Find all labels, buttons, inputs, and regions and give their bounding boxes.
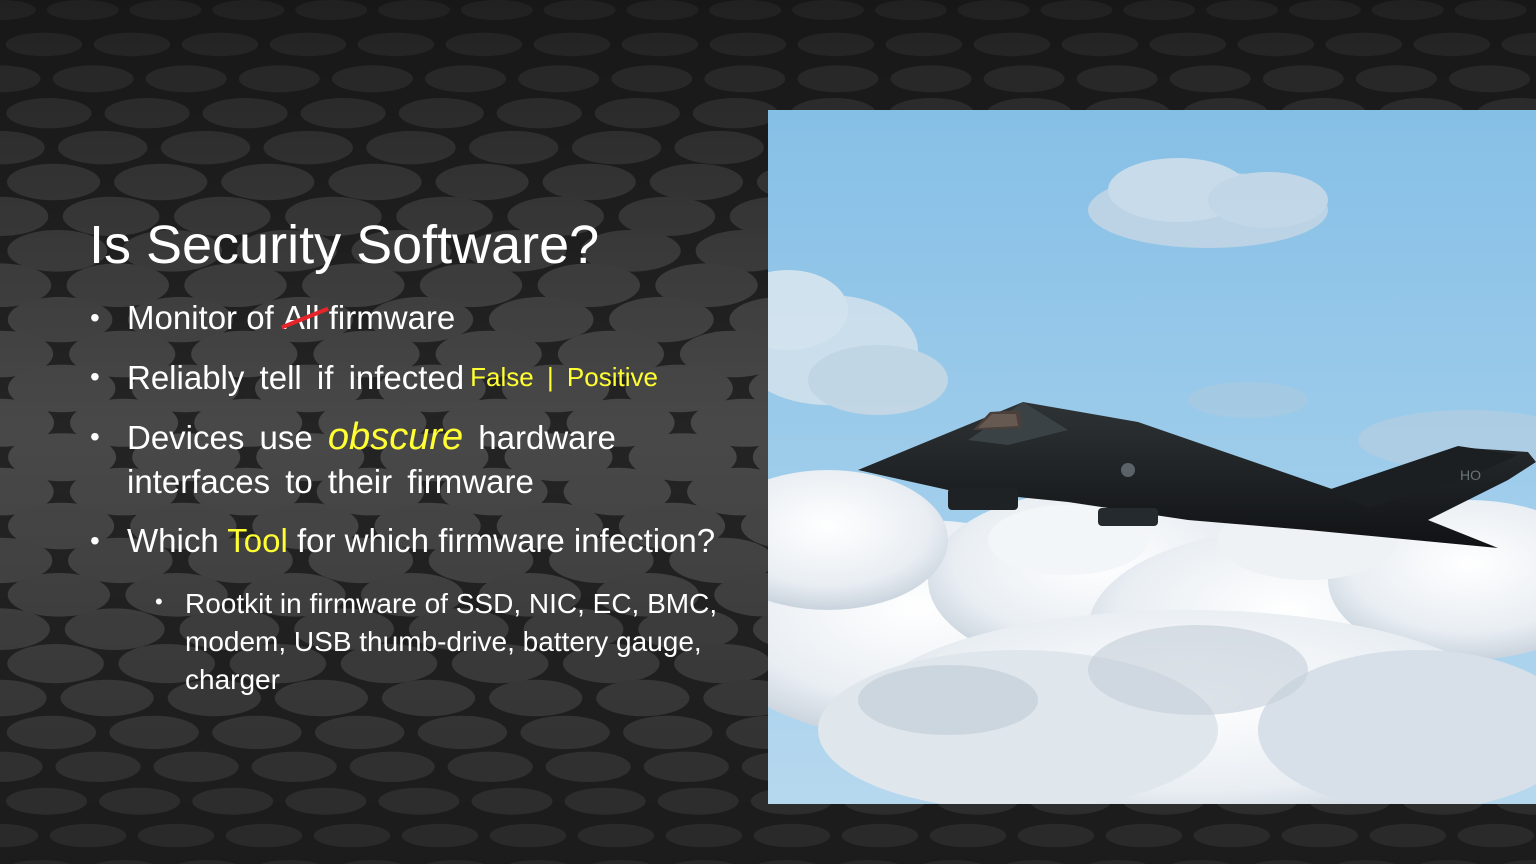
highlight-word: Tool: [227, 522, 288, 559]
bullet-text-end: hardware interfaces to their firmware: [127, 419, 616, 500]
bullet-list: • Monitor of All firmware • Reliably tel…: [89, 296, 729, 714]
aircraft-illustration: HO: [768, 110, 1536, 804]
sub-bullet-list: • Rootkit in firmware of SSD, NIC, EC, B…: [127, 585, 729, 699]
struck-word: All: [280, 296, 329, 340]
bullet-dot: •: [90, 525, 100, 556]
bullet-item: • Monitor of All firmware: [89, 296, 729, 340]
emphasis-word: obscure: [327, 416, 464, 458]
bullet-item: • Devices use obscure hardware interface…: [89, 415, 729, 504]
bullet-item: • Which Tool for which firmware infectio…: [89, 519, 729, 699]
bullet-text-end: for which firmware infection?: [287, 522, 716, 559]
bullet-dot: •: [90, 361, 100, 392]
bullet-text-end: firmware: [319, 299, 456, 336]
bullet-text: Reliably tell if infected: [127, 359, 465, 396]
false-positive-note: False | Positive: [470, 362, 658, 392]
bullet-dot: •: [90, 421, 100, 452]
bullet-text: Devices use: [127, 419, 328, 456]
sub-bullet-text: Rootkit in firmware of SSD, NIC, EC, BMC…: [185, 588, 718, 695]
stealth-jet: HO: [858, 402, 1536, 548]
bullet-text: Which: [127, 522, 228, 559]
bullet-item: • Reliably tell if infected False | Posit…: [89, 355, 729, 400]
bullet-text: Monitor of: [127, 299, 283, 336]
tail-marking: HO: [1460, 467, 1481, 483]
slide-title: Is Security Software?: [89, 215, 600, 275]
aircraft-photo: HO: [768, 110, 1536, 804]
sub-bullet-dot: •: [155, 589, 163, 614]
bullet-dot: •: [90, 302, 100, 333]
sub-bullet-item: • Rootkit in firmware of SSD, NIC, EC, B…: [127, 585, 729, 699]
